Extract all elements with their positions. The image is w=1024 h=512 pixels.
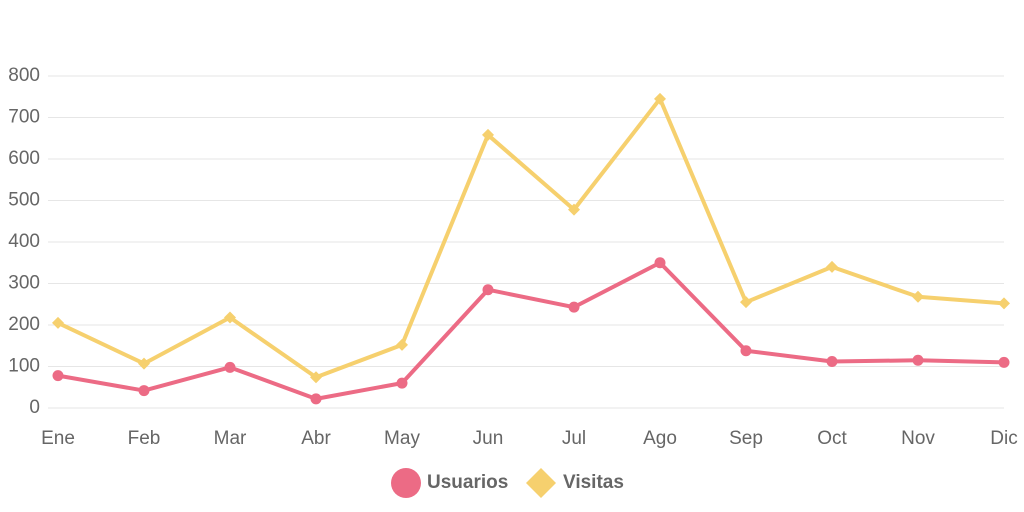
x-tick-label: Dic [990,428,1017,449]
data-point-visitas[interactable] [912,290,924,303]
data-point-visitas[interactable] [654,92,666,105]
y-axis-ticks: 0 100 200 300 400 500 600 700 800 [8,65,40,418]
data-point-visitas[interactable] [52,316,64,329]
x-tick-label: Jun [473,428,504,449]
y-tick-label: 600 [8,148,40,169]
legend[interactable]: Usuarios Visitas [391,468,624,498]
x-tick-label: Mar [214,428,247,449]
data-point-visitas[interactable] [826,260,838,273]
x-tick-label: Nov [901,428,935,449]
legend-item-usuarios[interactable]: Usuarios [391,468,508,498]
data-point-usuarios[interactable] [826,356,838,368]
data-point-usuarios[interactable] [912,354,924,366]
data-point-usuarios[interactable] [998,356,1010,368]
data-point-visitas[interactable] [568,203,580,216]
series-line-usuarios [56,260,1006,401]
legend-marker-visitas [526,468,556,498]
data-point-visitas[interactable] [138,357,150,370]
x-tick-label: Sep [729,428,763,449]
data-point-visitas[interactable] [396,338,408,351]
x-axis-ticks: Ene Feb Mar Abr May Jun Jul Ago Sep Oct Nov Dic [41,428,1018,449]
y-tick-label: 300 [8,273,40,294]
data-point-visitas[interactable] [740,296,752,309]
data-point-visitas[interactable] [482,128,494,141]
x-tick-label: Oct [817,428,847,449]
legend-marker-usuarios [391,468,421,498]
data-point-usuarios[interactable] [396,377,408,389]
grid [48,75,1004,409]
data-point-usuarios[interactable] [654,257,666,269]
data-point-visitas[interactable] [998,297,1010,310]
y-tick-label: 0 [29,397,40,418]
x-tick-label: May [384,428,420,449]
data-point-usuarios[interactable] [224,361,236,373]
y-tick-label: 400 [8,231,40,252]
legend-label-visitas: Visitas [563,472,624,493]
series-group [52,92,1010,405]
y-tick-label: 800 [8,65,40,86]
x-tick-label: Feb [128,428,161,449]
data-point-usuarios[interactable] [138,385,150,397]
x-tick-label: Ago [643,428,677,449]
x-tick-label: Ene [41,428,75,449]
data-point-visitas[interactable] [310,371,322,384]
y-tick-label: 500 [8,190,40,211]
series-visitas [52,92,1010,384]
data-point-usuarios[interactable] [482,284,494,296]
data-point-usuarios[interactable] [52,370,64,382]
data-point-usuarios[interactable] [740,345,752,357]
x-tick-label: Jul [562,428,586,449]
y-tick-label: 100 [8,356,40,377]
y-tick-label: 700 [8,107,40,128]
data-point-visitas[interactable] [224,311,236,324]
x-tick-label: Abr [301,428,331,449]
series-line-visitas [56,96,1006,380]
y-tick-label: 200 [8,314,40,335]
series-usuarios [52,257,1010,405]
legend-label-usuarios: Usuarios [427,472,508,493]
legend-item-visitas[interactable]: Visitas [526,468,624,498]
data-point-usuarios[interactable] [310,393,322,405]
data-point-usuarios[interactable] [568,301,580,313]
